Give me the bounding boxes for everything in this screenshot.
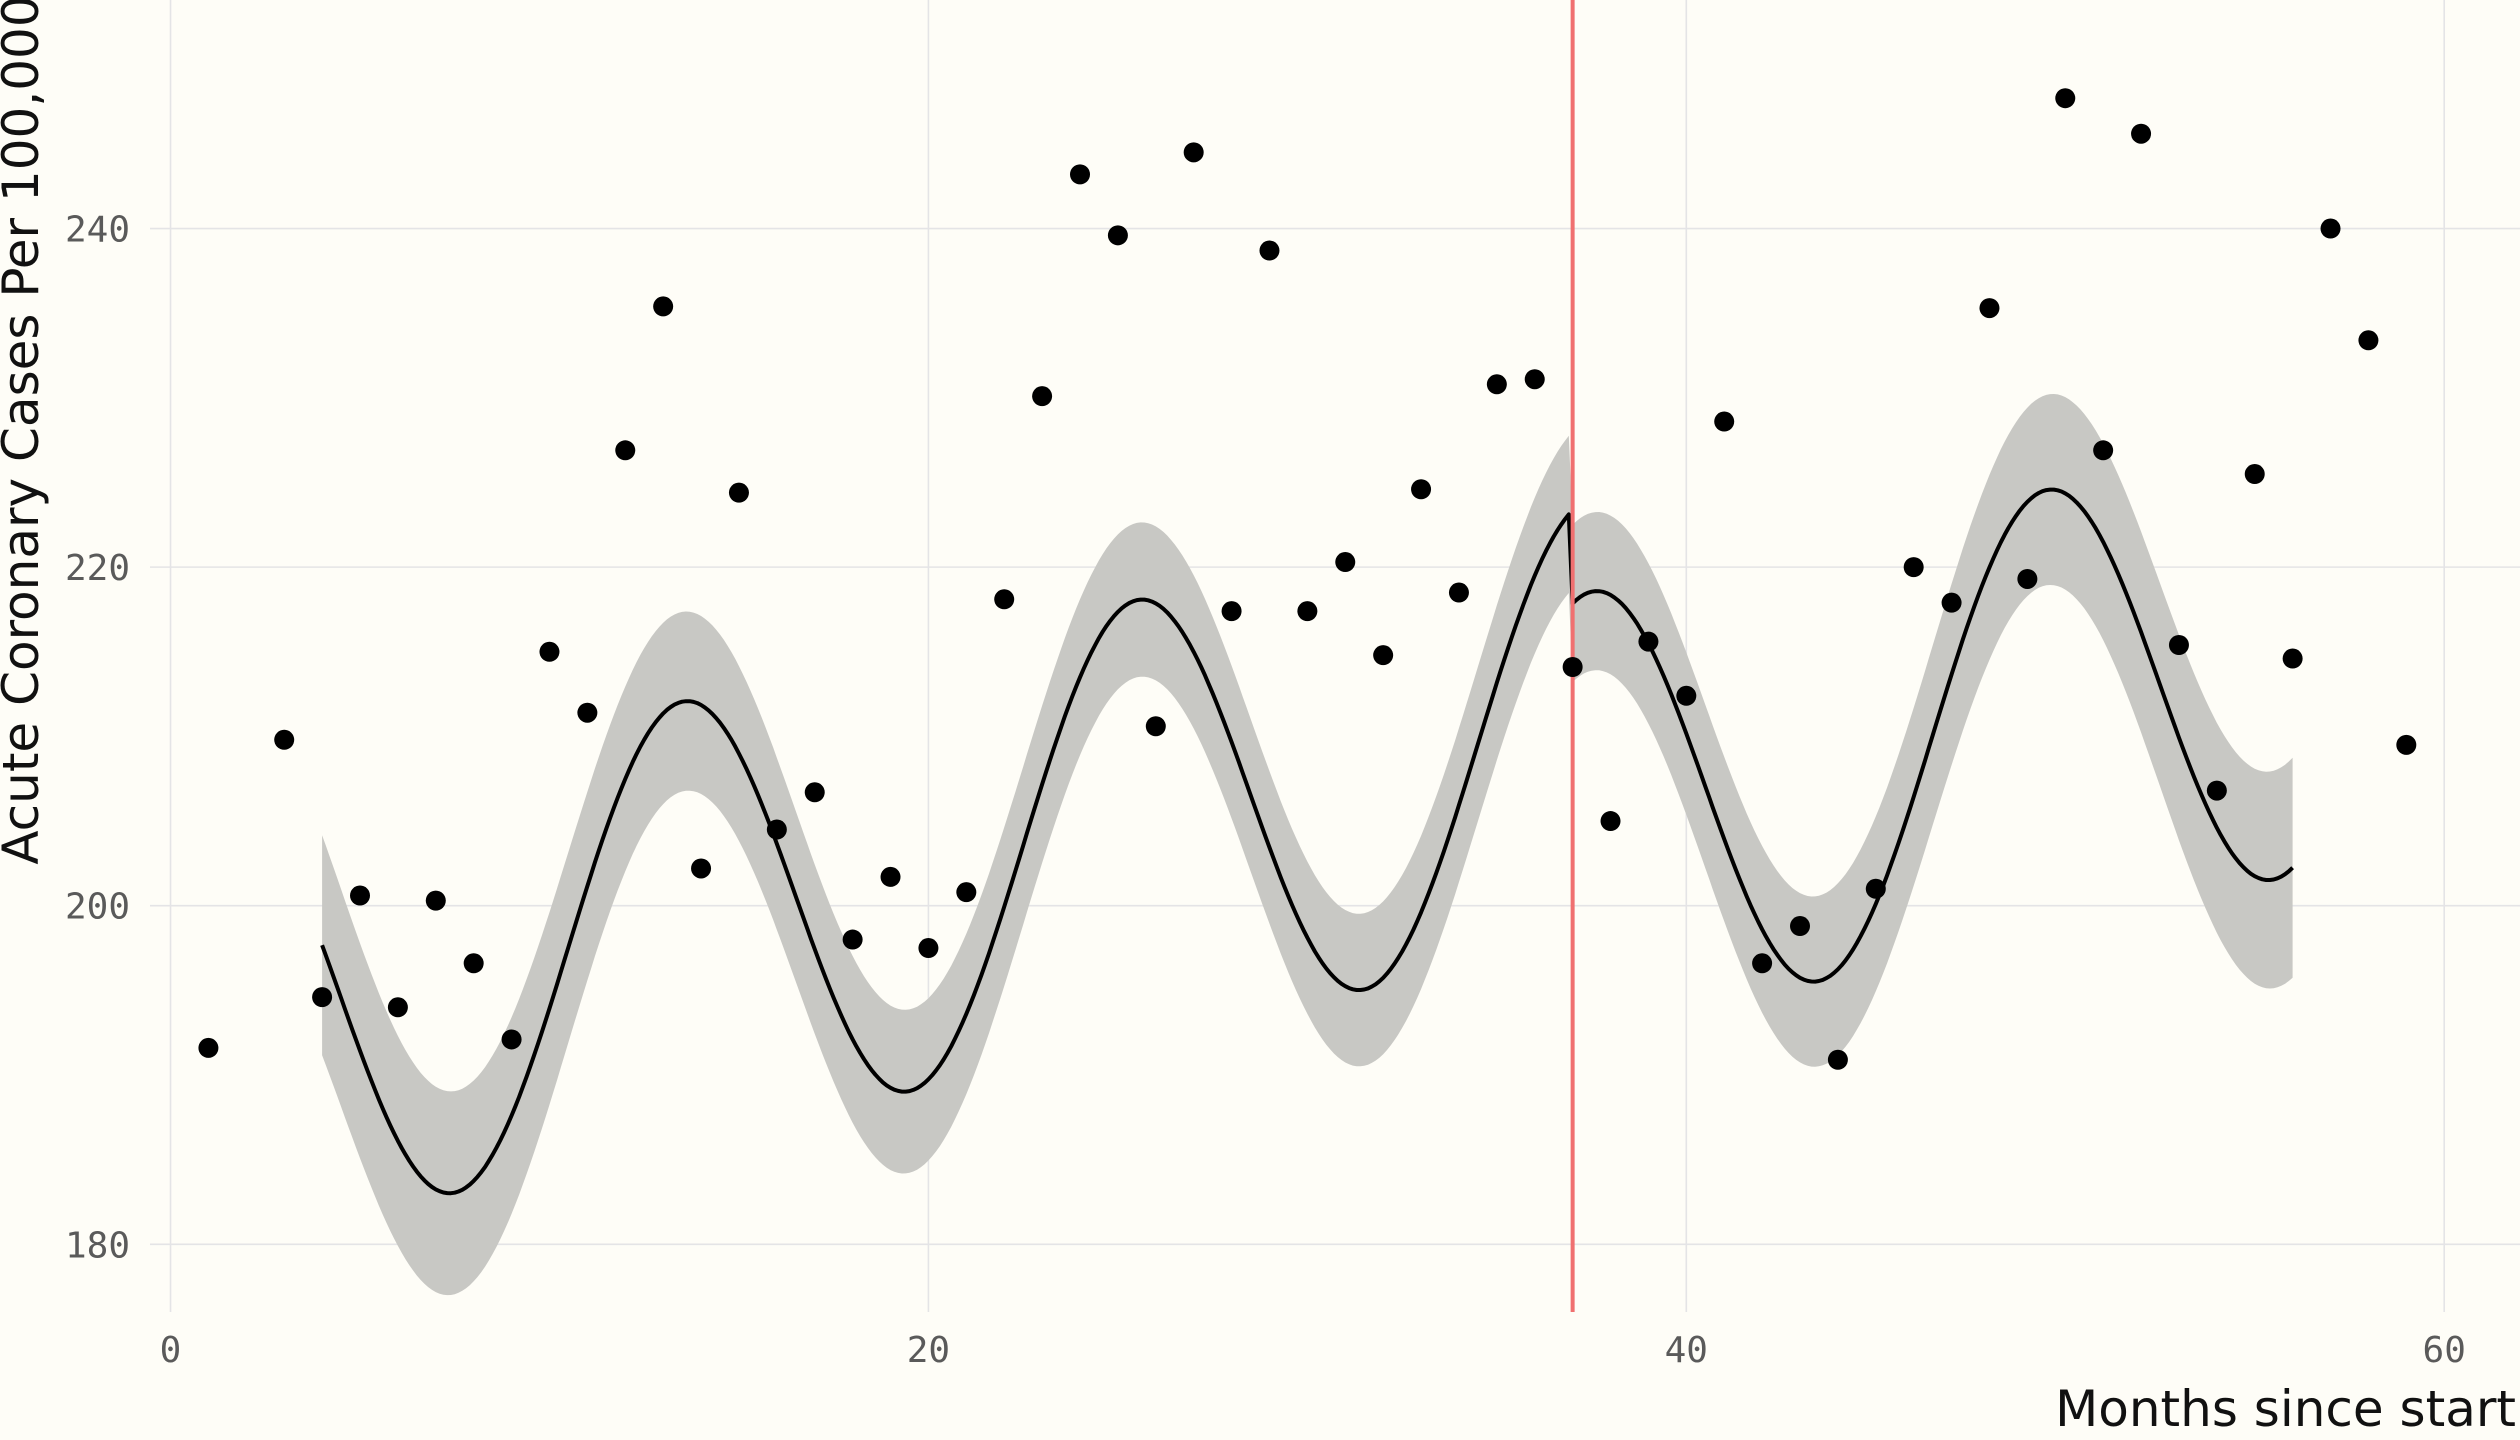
data-point: [1032, 386, 1053, 407]
x-tick-label: 20: [907, 1330, 950, 1371]
y-tick-label: 180: [65, 1225, 130, 1266]
data-point: [728, 482, 749, 503]
data-point: [1979, 298, 2000, 319]
data-point: [1714, 411, 1735, 432]
data-point: [2282, 648, 2303, 669]
data-point: [312, 987, 333, 1008]
data-point: [2358, 330, 2379, 351]
data-point: [615, 440, 636, 461]
data-point: [1259, 240, 1280, 261]
data-point: [1335, 552, 1356, 573]
data-point: [1790, 916, 1810, 937]
data-point: [880, 866, 901, 887]
data-point: [2017, 568, 2038, 589]
data-point: [956, 882, 977, 903]
y-tick-label: 240: [65, 210, 130, 251]
y-tick-label: 220: [65, 548, 130, 589]
data-point: [1562, 657, 1583, 678]
data-point: [1297, 601, 1318, 622]
x-tick-label: 40: [1665, 1330, 1708, 1371]
data-point: [350, 885, 370, 906]
data-point: [1221, 601, 1242, 622]
data-point: [539, 641, 560, 662]
data-point: [2093, 440, 2114, 461]
data-point: [766, 819, 787, 840]
data-point: [1600, 811, 1621, 832]
data-point: [2131, 123, 2152, 144]
data-point: [1752, 953, 1773, 974]
data-point: [994, 589, 1015, 610]
y-axis-title: Acute Coronary Cases Per 100,000: [0, 0, 50, 865]
data-point: [1941, 592, 1962, 613]
data-point: [918, 938, 939, 959]
data-point: [1107, 225, 1128, 246]
data-point: [2320, 218, 2341, 239]
confidence-band-area: [322, 394, 2293, 1296]
data-point: [425, 890, 446, 911]
data-point: [2244, 464, 2265, 485]
data-point: [1486, 374, 1507, 395]
data-point: [842, 929, 863, 950]
data-point: [2055, 88, 2076, 109]
data-point: [2396, 734, 2417, 755]
data-point: [691, 858, 712, 879]
data-point: [804, 782, 825, 803]
data-point: [653, 296, 674, 317]
data-point: [463, 953, 484, 974]
data-point: [198, 1037, 219, 1058]
data-point: [1524, 369, 1545, 390]
fit-line: [320, 487, 2294, 1196]
confidence-band: [322, 394, 2293, 1296]
x-tick-label: 0: [160, 1330, 182, 1371]
data-point: [1676, 685, 1697, 706]
data-point: [1411, 479, 1432, 500]
data-point: [1183, 142, 1204, 163]
data-point: [1373, 645, 1394, 666]
tick-labels: 0 20 40 60 180 200 220 240: [65, 210, 2466, 1371]
data-point: [387, 997, 408, 1018]
data-point: [2206, 780, 2227, 801]
data-point: [1865, 878, 1886, 899]
data-point: [274, 729, 295, 750]
x-tick-label: 60: [2423, 1330, 2466, 1371]
data-point: [1903, 557, 1924, 578]
data-points: [198, 88, 2417, 1070]
data-point: [1145, 716, 1166, 737]
fit-line-layer: [320, 487, 2294, 1196]
data-point: [501, 1029, 522, 1050]
data-point: [577, 702, 598, 723]
data-point: [1827, 1049, 1848, 1070]
x-axis-title: Months since start: [2055, 1380, 2516, 1438]
data-point: [1070, 164, 1090, 185]
data-point: [1448, 582, 1469, 603]
data-point: [2168, 634, 2189, 655]
y-tick-label: 200: [65, 887, 130, 928]
data-point: [1638, 631, 1659, 652]
